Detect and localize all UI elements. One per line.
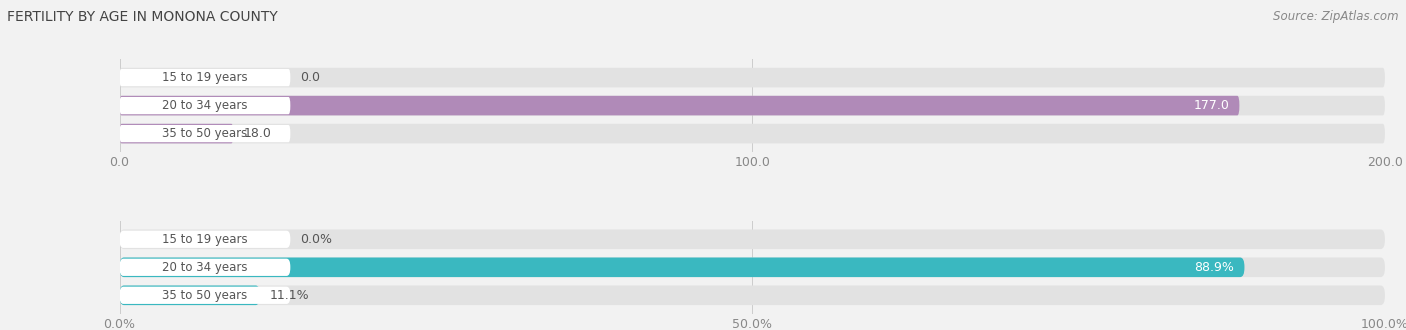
Text: 35 to 50 years: 35 to 50 years xyxy=(162,127,247,140)
FancyBboxPatch shape xyxy=(120,96,1385,115)
FancyBboxPatch shape xyxy=(120,285,260,305)
FancyBboxPatch shape xyxy=(120,125,291,142)
Text: 18.0: 18.0 xyxy=(243,127,271,140)
FancyBboxPatch shape xyxy=(120,257,1385,277)
FancyBboxPatch shape xyxy=(120,68,1385,87)
FancyBboxPatch shape xyxy=(120,96,1240,115)
Text: FERTILITY BY AGE IN MONONA COUNTY: FERTILITY BY AGE IN MONONA COUNTY xyxy=(7,10,278,24)
FancyBboxPatch shape xyxy=(120,69,291,86)
FancyBboxPatch shape xyxy=(120,231,291,248)
Text: 0.0: 0.0 xyxy=(301,71,321,84)
Text: 20 to 34 years: 20 to 34 years xyxy=(162,261,247,274)
FancyBboxPatch shape xyxy=(120,287,291,304)
Text: 177.0: 177.0 xyxy=(1194,99,1229,112)
Text: 88.9%: 88.9% xyxy=(1195,261,1234,274)
Text: 15 to 19 years: 15 to 19 years xyxy=(162,233,247,246)
FancyBboxPatch shape xyxy=(120,124,233,144)
FancyBboxPatch shape xyxy=(120,124,1385,144)
Text: 15 to 19 years: 15 to 19 years xyxy=(162,71,247,84)
FancyBboxPatch shape xyxy=(120,97,291,114)
FancyBboxPatch shape xyxy=(120,257,1244,277)
FancyBboxPatch shape xyxy=(120,259,291,276)
Text: 11.1%: 11.1% xyxy=(270,289,309,302)
Text: 35 to 50 years: 35 to 50 years xyxy=(162,289,247,302)
Text: Source: ZipAtlas.com: Source: ZipAtlas.com xyxy=(1274,10,1399,23)
Text: 20 to 34 years: 20 to 34 years xyxy=(162,99,247,112)
FancyBboxPatch shape xyxy=(120,229,1385,249)
Text: 0.0%: 0.0% xyxy=(301,233,332,246)
FancyBboxPatch shape xyxy=(120,285,1385,305)
